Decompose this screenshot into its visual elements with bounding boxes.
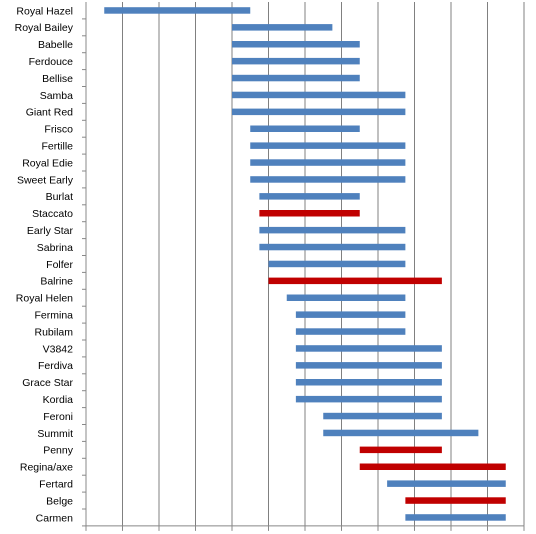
range-bar [268, 277, 442, 285]
category-label: Giant Red [26, 107, 73, 119]
range-bar [359, 446, 442, 454]
category-label: Ferdouce [29, 56, 74, 68]
category-label: Feroni [43, 411, 73, 423]
range-bar [259, 210, 360, 217]
category-label: Kordia [43, 394, 74, 406]
category-label: Folfer [46, 259, 73, 271]
range-bar [323, 429, 479, 437]
category-label: Rubilam [34, 326, 73, 338]
category-label: Samba [40, 90, 73, 102]
range-bar [295, 395, 442, 403]
range-bar [405, 514, 506, 521]
category-label: Sabrina [37, 242, 73, 254]
range-bar [250, 142, 406, 149]
category-label: Penny [43, 445, 74, 457]
range-bar [104, 7, 251, 14]
range-bar [295, 379, 442, 386]
axes [82, 2, 525, 531]
range-bar [232, 108, 406, 116]
category-label: Royal Edie [22, 157, 73, 169]
range-bar [295, 311, 406, 318]
category-label: Grace Star [22, 377, 73, 389]
category-label: V3842 [43, 343, 74, 355]
category-label: Staccato [32, 208, 73, 220]
category-label: Belge [46, 495, 73, 507]
range-bar [387, 480, 506, 487]
range-bar [268, 260, 406, 268]
category-label: Balrine [40, 276, 73, 288]
range-bar [295, 345, 442, 352]
category-label: Summit [37, 428, 73, 440]
category-label: Fertille [41, 140, 73, 152]
range-bar [286, 294, 406, 301]
category-label: Sweet Early [17, 174, 74, 186]
range-bar [259, 193, 360, 200]
category-labels: Royal Hazel Royal Bailey Babelle Ferdouce Be… [15, 5, 74, 524]
category-label: Carmen [36, 512, 74, 524]
range-bar [323, 412, 442, 420]
range-bar [232, 91, 406, 99]
category-label: Early Star [27, 225, 74, 237]
range-bar [250, 176, 406, 183]
range-bar [232, 41, 360, 48]
range-bar [259, 243, 406, 251]
range-bar [259, 226, 406, 234]
category-label: Fermina [34, 309, 73, 321]
range-bar [359, 463, 506, 470]
category-label: Burlat [46, 191, 74, 203]
range-bar [232, 74, 360, 82]
category-label: Babelle [38, 39, 73, 51]
range-bars [104, 7, 506, 521]
range-bar [232, 57, 360, 65]
range-bar [405, 497, 506, 504]
range-bar [295, 328, 406, 335]
category-label: Regina/axe [20, 462, 73, 474]
category-label: Fertard [39, 478, 73, 490]
range-bar [295, 362, 442, 369]
range-bar [232, 24, 333, 31]
category-label: Frisco [44, 124, 73, 136]
category-label: Royal Helen [16, 293, 73, 305]
range-bar [250, 125, 360, 132]
range-bar [250, 159, 406, 166]
category-label: Royal Hazel [16, 5, 73, 17]
category-label: Royal Bailey [15, 22, 74, 34]
category-label: Ferdiva [38, 360, 73, 372]
category-label: Bellise [42, 73, 73, 85]
